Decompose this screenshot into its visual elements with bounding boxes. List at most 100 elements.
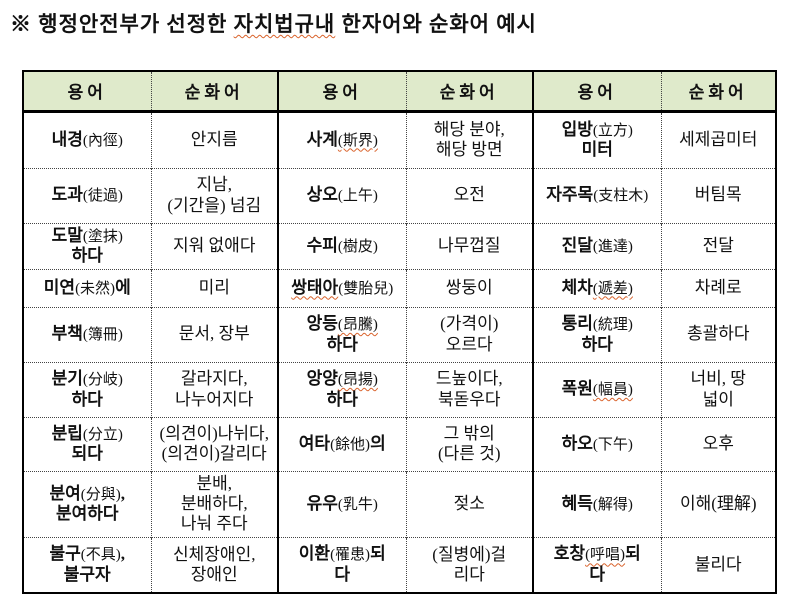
- term-hangul: , 불구자: [63, 544, 126, 585]
- term-hangul: 부책: [51, 324, 83, 344]
- title-prefix: ※ 행정안전부가 선정한: [10, 12, 234, 36]
- purified-cell: 문서, 장부: [150, 306, 278, 362]
- term-hanja: (昂騰): [337, 317, 378, 334]
- table-row: 도과(徒過) 지남, (기간을) 넘김 상오(上午) 오전 자주목(支柱木) 버팀목: [23, 167, 776, 223]
- term-cell: 호창(呼唱)되 다: [532, 536, 661, 593]
- purified-cell: 지워 없애다: [150, 222, 278, 269]
- term-hangul: 진달: [561, 235, 593, 255]
- term-hanja: (斯界): [337, 132, 378, 149]
- term-hangul: 도과: [51, 185, 83, 205]
- term-hangul: , 분여하다: [55, 483, 126, 524]
- term-cell: 쌍태아(雙胎兒): [277, 268, 406, 307]
- term-hangul: 하다: [71, 389, 103, 409]
- term-hanja: (進達): [592, 238, 633, 255]
- purified-cell: 총괄하다: [660, 306, 776, 362]
- term-cell: 진달(進達): [532, 222, 661, 269]
- term-hanja: (罹患): [330, 547, 371, 564]
- purified-cell: (가격이) 오르다: [405, 306, 533, 362]
- term-hangul: 하다: [326, 334, 358, 354]
- term-cell: 이환(罹患)되 다: [277, 536, 406, 593]
- term-cell: 내경(內徑): [23, 110, 151, 168]
- term-cell: 분기(分岐) 하다: [23, 361, 151, 417]
- term-hanja: (不具): [80, 547, 121, 564]
- purified-cell: 나무껍질: [405, 222, 533, 269]
- term-cell: 도말(塗抹) 하다: [23, 222, 151, 269]
- purified-cell: 지남, (기간을) 넘김: [150, 167, 278, 223]
- term-cell: 체차(遞差): [532, 268, 661, 307]
- title-suffix: 한자어와 순화어 예시: [335, 12, 537, 36]
- term-hangul: 하다: [71, 246, 103, 266]
- term-cell: 앙양(昂揚) 하다: [277, 361, 406, 417]
- term-cell: 상오(上午): [277, 167, 406, 223]
- purified-cell: 미리: [150, 268, 278, 307]
- term-hangul: 분립: [51, 423, 83, 443]
- term-hanja: (徒過): [82, 188, 123, 205]
- purified-cell: 신체장애인, 장애인: [150, 536, 278, 593]
- term-hangul: 되 다: [589, 544, 641, 585]
- purified-cell: 이해(理解): [660, 470, 776, 537]
- column-header-term: 용어: [277, 71, 406, 113]
- purified-cell: 오전: [405, 167, 533, 223]
- term-hangul: 쌍태아: [291, 277, 339, 297]
- term-cell: 도과(徒過): [23, 167, 151, 223]
- term-hangul: 상오: [306, 185, 338, 205]
- term-hanja: (遞差): [592, 280, 633, 297]
- term-hangul: 이환: [298, 544, 331, 564]
- term-cell: 미연(未然)에: [23, 268, 151, 307]
- term-hangul: 분여: [49, 483, 81, 503]
- term-cell: 앙등(昂騰) 하다: [277, 306, 406, 362]
- term-hangul: 하다: [326, 389, 358, 409]
- term-hangul: 되다: [71, 444, 103, 464]
- table-row: 미연(未然)에 미리 쌍태아(雙胎兒) 쌍둥이 체차(遞差) 차례로: [23, 268, 776, 307]
- term-hanja: (統理): [592, 317, 633, 334]
- column-header-term: 용어: [23, 71, 151, 113]
- term-hangul: 앙양: [306, 369, 338, 389]
- term-hanja: (未然): [75, 280, 116, 297]
- purified-cell: (질병에)걸 리다: [405, 536, 533, 593]
- purified-cell: 오후: [660, 416, 776, 471]
- purified-cell: 불리다: [660, 536, 776, 593]
- purified-cell: 갈라지다, 나누어지다: [150, 361, 278, 417]
- term-cell: 부책(簿冊): [23, 306, 151, 362]
- column-header-purified: 순화어: [660, 71, 776, 113]
- purified-cell: 드높이다, 북돋우다: [405, 361, 533, 417]
- term-cell: 사계(斯界): [277, 110, 406, 168]
- term-hangul: 여타: [298, 433, 331, 453]
- table-row: 내경(內徑) 안지름 사계(斯界) 해당 분야, 해당 방면 입방(立方) 미터 세제곱미…: [23, 110, 776, 168]
- term-hangul: 분기: [51, 369, 83, 389]
- term-hanja: (雙胎兒): [338, 280, 394, 297]
- term-hanja: (內徑): [82, 132, 123, 149]
- column-header-purified: 순화어: [150, 71, 278, 113]
- purified-cell: (의견이)나뉘다, (의견이)갈리다: [150, 416, 278, 471]
- purified-cell: 차례로: [660, 268, 776, 307]
- table-row: 분기(分岐) 하다 갈라지다, 나누어지다 앙양(昂揚) 하다 드높이다, 북돋우다 폭…: [23, 361, 776, 417]
- term-hangul: 폭원: [561, 379, 593, 399]
- term-cell: 유우(乳牛): [277, 470, 406, 537]
- term-hangul: 앙등: [306, 314, 338, 334]
- purified-cell: 분배, 분배하다, 나눠 주다: [150, 470, 278, 537]
- term-hangul: 유우: [306, 493, 338, 513]
- term-hangul: 도말: [51, 225, 83, 245]
- column-header-term: 용어: [532, 71, 661, 113]
- purified-cell: 젖소: [405, 470, 533, 537]
- purified-cell: 세제곱미터: [660, 110, 776, 168]
- term-hanja: (幅員): [592, 382, 633, 399]
- purified-cell: 버팀목: [660, 167, 776, 223]
- table-row: 분립(分立) 되다 (의견이)나뉘다, (의견이)갈리다 여타(餘他)의 그 밖의 (…: [23, 416, 776, 471]
- term-cell: 통리(統理) 하다: [532, 306, 661, 362]
- term-hangul: 체차: [561, 277, 593, 297]
- term-hanja: (分與): [80, 486, 121, 503]
- term-hanja: (支柱木): [593, 188, 649, 205]
- term-hangul: 혜득: [561, 493, 593, 513]
- title-marked-term: 자치법규내: [233, 12, 336, 36]
- term-hangul: 미연: [43, 277, 76, 297]
- page-title: ※ 행정안전부가 선정한 자치법규내 한자어와 순화어 예시: [10, 8, 537, 38]
- term-hangul: 수피: [306, 235, 338, 255]
- purified-cell: 너비, 땅 넓이: [660, 361, 776, 417]
- term-hanja: (乳牛): [337, 496, 378, 513]
- term-hanja: (簿冊): [82, 327, 123, 344]
- term-hanja: (餘他): [330, 436, 371, 453]
- term-hangul: 내경: [51, 129, 83, 149]
- purified-cell: 해당 분야, 해당 방면: [405, 110, 533, 168]
